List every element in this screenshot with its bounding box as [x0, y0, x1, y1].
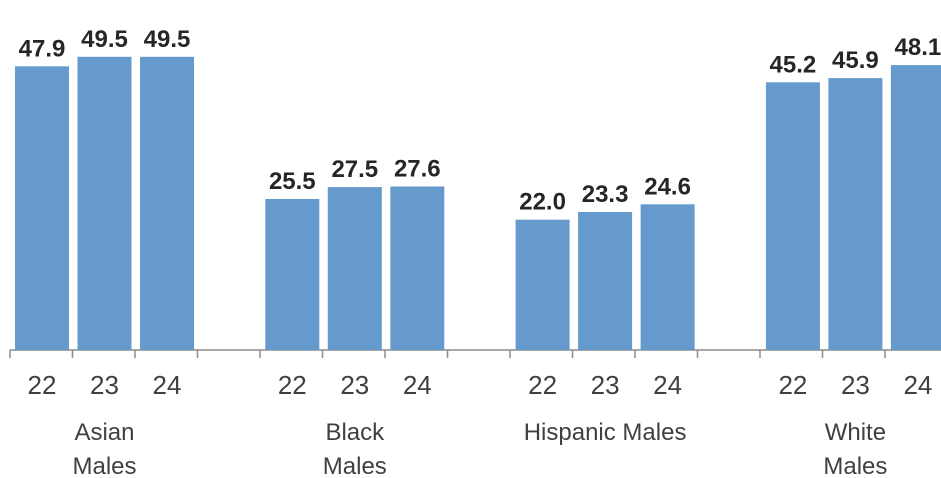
bar	[765, 82, 820, 351]
x-tick-label: 22	[778, 370, 807, 400]
x-tick-labels: 22 23 24 22 23 24 22 23 24 22 23 24	[28, 370, 933, 400]
x-axis-ticks	[9, 350, 886, 358]
group-labels: Asian Males Black Males Hispanic Males White M…	[72, 419, 887, 478]
bar	[828, 78, 883, 350]
data-labels: 47.9 49.5 49.5 25.5 27.5 27.6 22.0 23.3 24.6 45.2…	[19, 26, 941, 216]
data-label: 27.6	[394, 156, 441, 183]
x-tick-label: 24	[403, 370, 432, 400]
x-tick-label: 22	[528, 370, 557, 400]
group-label: White	[825, 419, 886, 446]
bar	[390, 186, 445, 350]
data-label: 49.5	[144, 26, 191, 53]
group-label: Hispanic Males	[524, 419, 687, 446]
x-tick-label: 24	[653, 370, 682, 400]
data-label: 47.9	[19, 35, 66, 62]
group-label: Males	[72, 453, 136, 478]
x-tick-label: 24	[903, 370, 932, 400]
group-label: Black	[325, 419, 385, 446]
bar	[890, 65, 941, 350]
data-label: 27.5	[331, 156, 378, 183]
bar	[578, 212, 633, 350]
data-label: 25.5	[269, 168, 316, 195]
bar	[640, 204, 695, 350]
x-tick-label: 23	[340, 370, 369, 400]
bar	[265, 199, 320, 350]
bar	[140, 56, 194, 351]
bar	[15, 66, 69, 351]
group-label: Males	[823, 453, 887, 478]
data-label: 45.2	[770, 51, 817, 78]
bar	[515, 219, 570, 350]
x-tick-label: 22	[278, 370, 307, 400]
group-label: Asian	[74, 419, 134, 446]
data-label: 49.5	[81, 26, 128, 53]
x-tick-label: 22	[28, 370, 57, 400]
x-tick-label: 23	[591, 370, 620, 400]
group-label: Males	[323, 453, 387, 478]
data-label: 22.0	[519, 189, 566, 216]
data-label: 24.6	[644, 173, 691, 200]
x-tick-label: 23	[841, 370, 870, 400]
data-label: 23.3	[582, 181, 629, 208]
x-tick-label: 23	[90, 370, 119, 400]
bar	[77, 56, 132, 351]
x-tick-label: 24	[153, 370, 182, 400]
bar	[327, 187, 382, 350]
data-label: 45.9	[832, 47, 879, 74]
data-label: 48.1	[895, 34, 941, 61]
bars	[15, 56, 941, 351]
